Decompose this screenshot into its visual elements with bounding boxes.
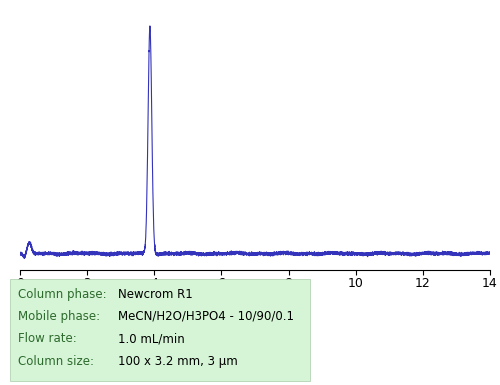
- Text: Column phase:: Column phase:: [18, 288, 106, 301]
- Text: Column size:: Column size:: [18, 355, 94, 368]
- Text: Newcrom R1: Newcrom R1: [118, 288, 192, 301]
- Text: 1.0 mL/min: 1.0 mL/min: [118, 332, 184, 345]
- Text: Mobile phase:: Mobile phase:: [18, 310, 100, 323]
- Text: Flow rate:: Flow rate:: [18, 332, 76, 345]
- Text: 100 x 3.2 mm, 3 μm: 100 x 3.2 mm, 3 μm: [118, 355, 238, 368]
- Text: MeCN/H2O/H3PO4 - 10/90/0.1: MeCN/H2O/H3PO4 - 10/90/0.1: [118, 310, 294, 323]
